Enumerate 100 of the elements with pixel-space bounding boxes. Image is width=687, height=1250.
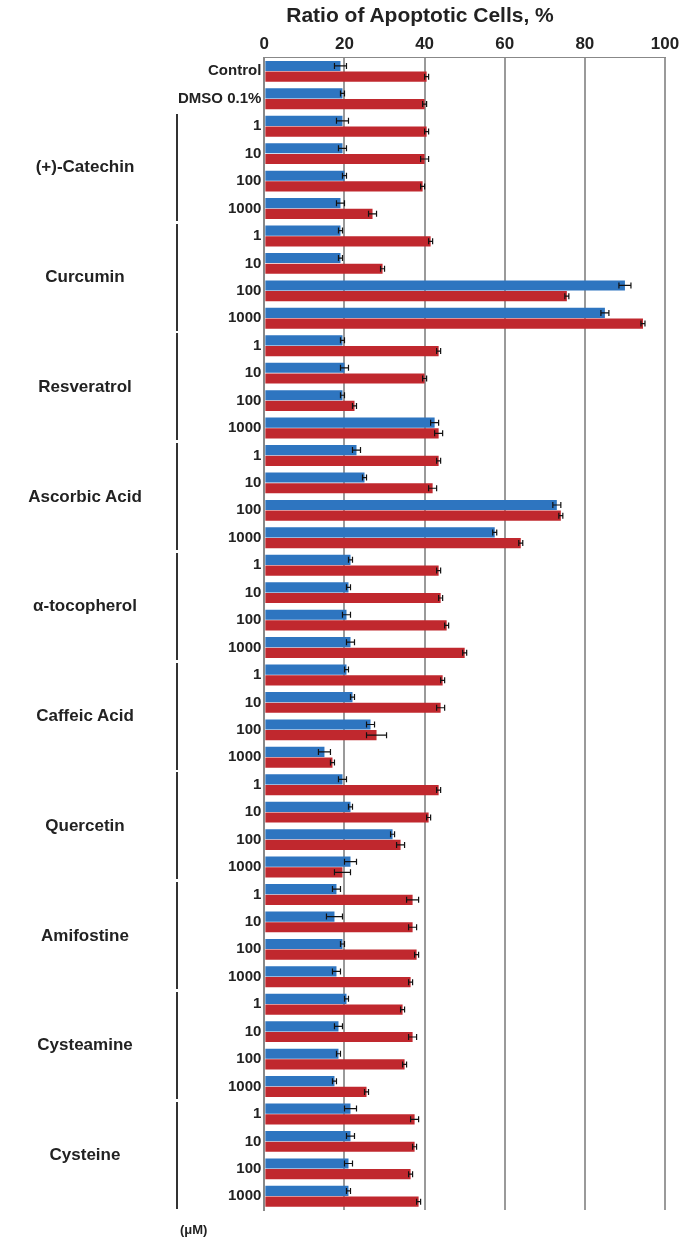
text: Cysteine: [48, 1144, 122, 1167]
y-tick-label: 1: [253, 335, 262, 353]
bar: [265, 1059, 405, 1070]
bar: [265, 1048, 339, 1059]
bar: [265, 691, 353, 703]
bar: [265, 746, 325, 757]
bar: [265, 345, 439, 357]
bar: [265, 88, 343, 99]
bar: [265, 894, 413, 905]
bar: [265, 1185, 349, 1197]
bar: [265, 784, 439, 796]
x-tick-label: 0: [259, 34, 270, 54]
text: α-tocopherol: [32, 595, 138, 618]
y-tick-label: 10: [244, 253, 262, 271]
y-tick-label: 100: [236, 829, 262, 847]
bar: [265, 291, 567, 302]
bar: [265, 318, 643, 329]
bar: [265, 922, 413, 933]
bar: [265, 911, 335, 922]
bar: [265, 856, 351, 867]
bar: [265, 966, 337, 977]
x-tick-label: 100: [650, 34, 680, 54]
bar: [265, 1158, 349, 1169]
y-tick-label: 100: [236, 610, 262, 628]
bar: [265, 647, 465, 658]
bar: [265, 664, 347, 675]
y-tick-label: 1: [253, 555, 262, 573]
y-tick-label: 100: [236, 280, 262, 298]
y-tick-label: 100: [236, 719, 262, 737]
bar: [265, 938, 343, 950]
text: Resveratrol: [37, 375, 133, 398]
y-tick-label: 1000: [227, 418, 262, 436]
bar: [265, 812, 429, 823]
bar: [265, 153, 425, 165]
y-tick-label: 10: [244, 802, 262, 820]
bar: [265, 390, 343, 401]
y-tick-label: 100: [236, 1049, 262, 1067]
bar: [265, 620, 447, 631]
bar: [265, 730, 377, 741]
bar: [265, 867, 343, 878]
bar: [265, 252, 341, 264]
text: Quercetin: [44, 814, 126, 837]
text: (+)-Catechin: [34, 156, 136, 179]
y-tick-label: 1: [253, 226, 262, 244]
y-tick-label: 1: [253, 994, 262, 1012]
bar: [265, 1103, 351, 1114]
y-tick-label: 1: [253, 445, 262, 463]
y-tick-label: 100: [236, 1158, 262, 1176]
bar: [265, 1169, 411, 1180]
bar: [265, 400, 355, 412]
y-tick-label: 10: [244, 363, 262, 381]
bar: [265, 1130, 351, 1142]
text: Ascorbic Acid: [27, 485, 143, 508]
y-tick-label: 1000: [227, 198, 262, 216]
y-tick-label: 1: [253, 774, 262, 792]
bar: [265, 565, 439, 576]
bar: [265, 472, 365, 483]
y-tick-label: 1000: [227, 966, 262, 984]
bar: [265, 307, 605, 318]
bar: [265, 592, 441, 604]
x-tick-label: 80: [575, 34, 595, 54]
bar: [265, 757, 333, 768]
bar: [265, 170, 345, 181]
y-tick-label: 1000: [227, 637, 262, 655]
x-tick-label: 40: [415, 34, 435, 54]
y-tick-label: 10: [244, 1021, 262, 1039]
y-tick-label: 1: [253, 884, 262, 902]
y-tick-label: DMSO 0.1%: [178, 88, 262, 106]
bar: [265, 1031, 413, 1043]
x-tick-label: 60: [495, 34, 515, 54]
bar: [265, 538, 521, 549]
y-tick-label: 100: [236, 171, 262, 189]
bar: [265, 126, 427, 137]
bar: [265, 455, 439, 466]
text: Curcumin: [44, 266, 126, 289]
bar: [265, 949, 417, 960]
y-tick-label: 1000: [227, 527, 262, 545]
bar: [265, 198, 341, 209]
bar: [265, 637, 351, 648]
text: (μM): [180, 1222, 208, 1237]
y-tick-label: 1000: [227, 1076, 262, 1094]
bar: [265, 829, 393, 840]
bar: [265, 335, 343, 346]
y-tick-label: 10: [244, 1131, 262, 1149]
y-tick-label: 1000: [227, 747, 262, 765]
y-tick-label: 10: [244, 473, 262, 491]
bar: [265, 362, 345, 373]
text: Amifostine: [40, 924, 130, 947]
bar: [265, 839, 401, 851]
y-tick-label: 1000: [227, 857, 262, 875]
bar: [265, 884, 337, 895]
bar: [265, 115, 343, 126]
y-tick-label: 100: [236, 500, 262, 518]
bar: [265, 993, 347, 1004]
bar: [265, 208, 373, 219]
y-tick-label: 100: [236, 390, 262, 408]
bar: [265, 99, 425, 110]
bar: [265, 527, 495, 538]
y-tick-label: 1000: [227, 308, 262, 326]
bar: [265, 263, 383, 274]
